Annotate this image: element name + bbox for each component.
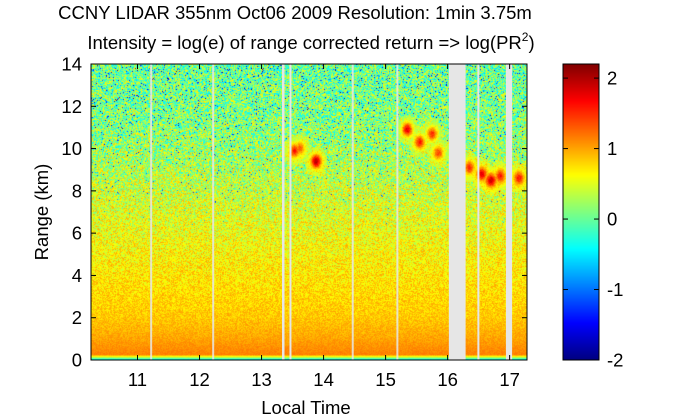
colorbar-tick-label: 0 (607, 209, 617, 230)
data-gap-thin (212, 64, 215, 360)
x-tick-label: 17 (499, 369, 520, 390)
y-tick-label: 6 (72, 223, 82, 244)
title-suffix: ) (528, 32, 534, 53)
colorbar-tick-label: 2 (607, 68, 617, 89)
y-tick-label: 2 (72, 307, 82, 328)
colorbar-axis: 2 1 0 -1 -2 (563, 68, 623, 371)
x-tick-label: 11 (128, 369, 147, 390)
y-axis-label: Range (km) (31, 164, 52, 261)
plot-frame (90, 63, 528, 361)
y-tick-label: 0 (72, 350, 82, 371)
data-gap (505, 64, 513, 360)
data-gap (477, 64, 480, 360)
title-superscript: 2 (522, 30, 529, 44)
chart-title-line-1: CCNY LIDAR 355nm Oct06 2009 Resolution: … (58, 2, 532, 23)
data-gap-thin (396, 64, 399, 360)
y-tick-label: 14 (61, 54, 82, 75)
x-axis: 11 12 13 14 15 16 17 (128, 64, 520, 390)
x-tick-label: 12 (189, 369, 210, 390)
colorbar-tick-label: 1 (607, 138, 617, 159)
x-tick-label: 13 (251, 369, 272, 390)
colorbar (563, 64, 599, 360)
x-axis-label: Local Time (261, 397, 350, 418)
colorbar-tick-label: -2 (607, 350, 623, 371)
chart-title-line-2: Intensity = log(e) of range corrected re… (87, 30, 534, 53)
x-tick-label: 15 (375, 369, 396, 390)
x-tick-label: 16 (437, 369, 458, 390)
x-tick-label: 14 (313, 369, 334, 390)
title-prefix: Intensity = log(e) of range corrected re… (87, 32, 521, 53)
y-tick-label: 12 (61, 96, 82, 117)
colorbar-tick-label: -1 (607, 279, 623, 300)
data-gaps (150, 64, 513, 360)
y-tick-label: 4 (72, 265, 82, 286)
y-axis: 0 2 4 6 8 10 12 14 (61, 54, 527, 371)
colorbar-frame (562, 63, 600, 361)
data-gap (282, 64, 285, 360)
data-gap-thin (351, 64, 354, 360)
y-tick-label: 10 (61, 138, 82, 159)
data-gap-thin (150, 64, 153, 360)
data-gap (289, 64, 292, 360)
data-gap (448, 64, 466, 360)
y-tick-label: 8 (72, 180, 82, 201)
